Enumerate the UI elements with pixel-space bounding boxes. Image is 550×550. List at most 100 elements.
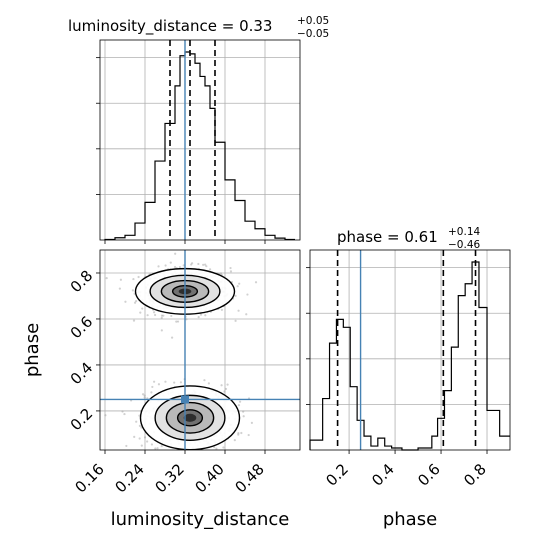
xticklabel-luminosity-distance-3: 0.40: [191, 460, 227, 496]
scatter-point: [246, 293, 249, 296]
scatter-point: [135, 420, 138, 423]
title-luminosity-distance: luminosity_distance = 0.33: [68, 17, 272, 36]
scatter-point: [240, 431, 243, 435]
scatter-point: [179, 453, 181, 455]
scatter-point: [150, 391, 153, 394]
scatter-point: [125, 444, 128, 448]
scatter-point: [143, 436, 147, 439]
frame-phase: [309, 249, 511, 451]
scatter-point: [164, 380, 167, 383]
scatter-point: [237, 432, 240, 435]
scatter-point: [237, 404, 241, 407]
scatter-point: [138, 437, 141, 440]
scatter-point: [158, 462, 160, 464]
scatter-point: [220, 308, 224, 311]
scatter-point: [160, 444, 163, 448]
scatter-point: [164, 264, 167, 267]
scatter-point: [215, 447, 218, 450]
scatter-point: [234, 294, 237, 297]
density-contour-cluster-1-level-4: [183, 413, 197, 422]
scatter-point: [193, 453, 195, 455]
frame-lum: [99, 39, 301, 241]
scatter-point: [160, 316, 163, 319]
scatter-point: [160, 464, 162, 466]
scatter-point: [146, 314, 149, 317]
scatter-point: [169, 261, 172, 264]
ylabel-phase: phase: [22, 323, 43, 377]
scatter-point: [222, 446, 225, 449]
scatter-point: [137, 275, 140, 279]
xlabel-luminosity-distance: luminosity_distance: [111, 509, 290, 530]
scatter-point: [105, 277, 108, 280]
scatter-point: [143, 394, 146, 397]
scatter-point: [123, 412, 126, 416]
xlabel-phase: phase: [383, 509, 437, 530]
scatter-point: [242, 410, 245, 413]
scatter-point: [104, 414, 107, 417]
title-phase-minus: −0.46: [448, 239, 480, 251]
scatter-point: [187, 455, 189, 457]
scatter-point: [202, 263, 205, 266]
scatter-point: [236, 285, 239, 288]
scatter-point: [203, 379, 206, 382]
scatter-point: [160, 314, 164, 317]
title-luminosity-distance-minus: −0.05: [297, 28, 329, 40]
scatter-point: [151, 385, 154, 389]
scatter-point: [207, 382, 210, 385]
scatter-point: [175, 320, 178, 323]
scatter-point: [237, 433, 240, 436]
scatter-point: [238, 282, 241, 285]
histogram-phase: 0.2 0.4 0.6 0.8: [306, 249, 511, 490]
scatter-point: [153, 313, 157, 317]
scatter-point: [190, 263, 193, 266]
histogram-step-phase: [309, 261, 510, 451]
scatter-point: [238, 400, 242, 403]
xticklabel-luminosity-distance-4: 0.48: [231, 460, 267, 496]
scatter-point: [153, 380, 156, 383]
joint-density-layer: [104, 252, 258, 466]
scatter-point: [199, 313, 203, 316]
scatter-point: [132, 277, 135, 281]
xticklabel-phase-0: 0.2: [322, 460, 352, 490]
scatter-point: [150, 443, 154, 446]
scatter-point: [237, 309, 240, 312]
scatter-point: [133, 435, 136, 438]
scatter-point: [143, 396, 146, 399]
scatter-point: [177, 459, 179, 461]
scatter-point: [229, 270, 233, 273]
scatter-point: [242, 415, 245, 418]
xticklabel-luminosity-distance-0: 0.16: [71, 460, 107, 496]
scatter-point: [162, 314, 165, 317]
scatter-point: [134, 299, 138, 303]
scatter-point: [173, 265, 177, 269]
scatter-point: [197, 315, 200, 319]
scatter-point: [185, 318, 188, 321]
scatter-point: [118, 287, 121, 290]
scatter-point: [229, 266, 232, 270]
scatter-point: [250, 421, 253, 424]
scatter-point: [175, 451, 177, 453]
scatter-point: [254, 281, 258, 284]
scatter-point: [157, 383, 161, 386]
scatter-point: [170, 314, 173, 318]
scatter-point: [234, 319, 237, 322]
scatter-point: [156, 447, 159, 450]
scatter-point: [141, 307, 144, 310]
histogram-step-lum: [104, 51, 295, 241]
title-phase-plus: +0.14: [448, 226, 480, 238]
scatter-point: [141, 393, 145, 396]
xticklabel-luminosity-distance-1: 0.24: [111, 460, 147, 496]
scatter-point: [139, 311, 142, 314]
yticklabel-phase-3: 0.8: [67, 267, 97, 297]
scatter-point: [154, 447, 157, 450]
scatter-point: [133, 301, 137, 304]
scatter-point: [174, 252, 177, 255]
xticklabel-luminosity-distance-2: 0.32: [151, 460, 187, 496]
scatter-point: [160, 329, 163, 332]
scatter-point: [138, 424, 141, 427]
scatter-point: [152, 311, 156, 314]
title-luminosity-distance-plus: +0.05: [297, 15, 329, 27]
title-phase: phase = 0.61: [337, 228, 438, 246]
scatter-point: [164, 452, 166, 454]
